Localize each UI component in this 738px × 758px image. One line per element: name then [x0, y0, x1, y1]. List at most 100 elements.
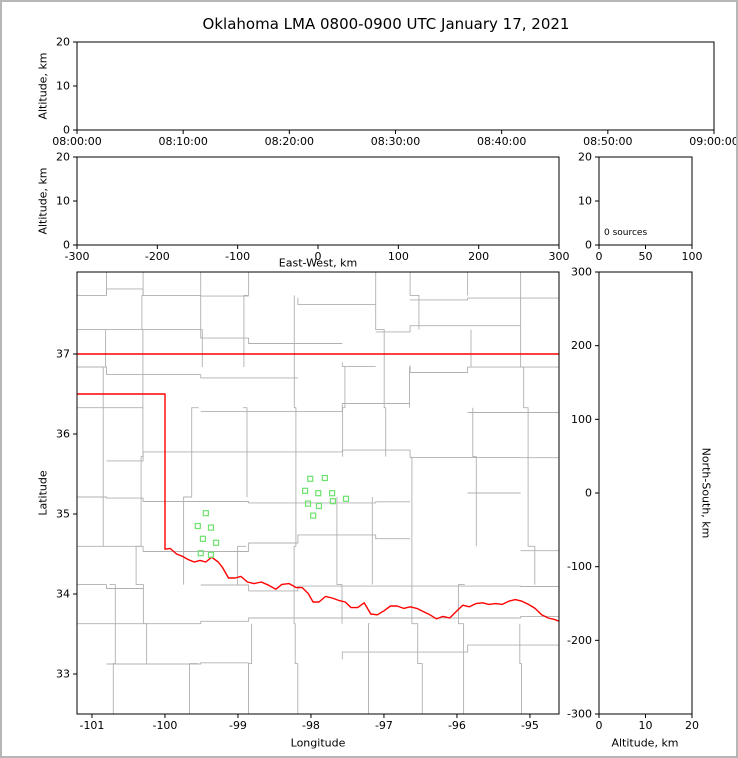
county-line	[183, 407, 199, 585]
y-tick-label: 20	[578, 151, 592, 164]
lma-station-marker	[329, 498, 336, 505]
y-tick-label: -100	[567, 560, 592, 573]
lma-station-marker	[207, 551, 215, 558]
county-line	[243, 407, 248, 497]
y-tick-label: 20	[56, 36, 70, 49]
y-tick-label: 200	[571, 339, 592, 352]
county-line	[368, 623, 370, 714]
chart-title: Oklahoma LMA 0800-0900 UTC January 17, 2…	[202, 15, 570, 33]
county-line	[520, 272, 536, 585]
y-tick-label: 34	[56, 588, 70, 601]
county-line	[77, 288, 249, 297]
lma-station-marker	[194, 522, 201, 530]
county-line	[189, 663, 198, 714]
county-line	[375, 325, 521, 333]
x-tick-label: 50	[639, 250, 653, 263]
x-axis-label-east-west: East-West, km	[278, 256, 358, 270]
y-tick-label: 35	[56, 508, 70, 521]
lma-station-marker	[304, 500, 312, 507]
county-line	[106, 662, 249, 665]
county-line	[519, 623, 522, 714]
y-tick-label: 20	[56, 151, 70, 164]
county-line	[409, 365, 559, 373]
county-line	[77, 584, 144, 589]
x-tick-label: 08:30:00	[371, 135, 420, 148]
x-tick-label: 08:10:00	[158, 135, 207, 148]
county-line	[200, 272, 203, 367]
county-line	[248, 623, 253, 714]
y-tick-label: 300	[571, 266, 592, 279]
y-tick-label: 0	[585, 487, 592, 500]
x-tick-label: -95	[521, 719, 539, 732]
county-line	[409, 297, 559, 301]
y-tick-label: 36	[56, 428, 70, 441]
x-tick-label: -97	[375, 719, 393, 732]
x-tick-label: -99	[229, 719, 247, 732]
y-tick-label: 100	[571, 413, 592, 426]
county-line	[411, 456, 423, 714]
time_height-frame	[76, 41, 715, 131]
county-line	[243, 272, 250, 367]
x-tick-label: 10	[639, 719, 653, 732]
lma-station-marker	[321, 474, 328, 482]
lma-station-marker	[212, 539, 220, 546]
lma-station-marker	[207, 524, 215, 531]
county-line	[237, 545, 247, 585]
lma-station-marker	[307, 475, 314, 482]
x-tick-label: 08:20:00	[265, 135, 314, 148]
county-line	[336, 497, 343, 624]
y-tick-label: -300	[567, 708, 592, 721]
x-axis-label-altitude-bottom: Altitude, km	[611, 736, 679, 750]
x-tick-label: -98	[302, 719, 320, 732]
x-tick-label: 09:00:00	[689, 135, 738, 148]
x-tick-label: 08:00:00	[52, 135, 101, 148]
x-tick-label: 0	[315, 250, 322, 263]
x-tick-label: 0	[596, 719, 603, 732]
y-tick-label: 10	[578, 195, 592, 208]
x-tick-label: 300	[549, 250, 570, 263]
county-line	[375, 272, 387, 457]
x-tick-label: -100	[152, 719, 177, 732]
county-line	[109, 584, 116, 714]
oklahoma-state-border	[77, 393, 559, 622]
county-line	[472, 407, 477, 547]
lma-station-marker	[199, 535, 207, 542]
y-axis-label-altitude-top: Altitude, km	[36, 52, 50, 120]
y-tick-label: 0	[63, 124, 70, 137]
lma-station-marker	[310, 512, 317, 519]
county-line	[409, 272, 420, 330]
lma-station-marker	[202, 510, 209, 517]
county-line	[457, 584, 465, 714]
county-line	[200, 584, 559, 592]
county-line	[341, 644, 559, 660]
lma-station-marker	[342, 495, 350, 502]
x-axis-label-longitude: Longitude	[290, 736, 346, 750]
y-tick-label: 10	[56, 195, 70, 208]
plan_view-frame	[76, 271, 560, 715]
y-tick-label: 0	[585, 239, 592, 252]
y-tick-label: -200	[567, 634, 592, 647]
y-tick-label: 10	[56, 80, 70, 93]
county-line	[77, 534, 411, 552]
x-tick-label: -300	[65, 250, 90, 263]
county-line	[135, 272, 148, 664]
county-line	[77, 615, 559, 625]
y-tick-label: 33	[56, 668, 70, 681]
y-axis-label-latitude: Latitude	[36, 470, 50, 516]
county-line	[77, 329, 343, 344]
county-line	[297, 297, 376, 306]
y-axis-label-north-south: North-South, km	[699, 447, 713, 539]
county-line	[341, 362, 376, 368]
lma-station-marker	[315, 490, 322, 497]
county-line	[293, 295, 299, 714]
county-line	[106, 449, 559, 462]
eastwest_height-frame	[76, 156, 560, 246]
x-tick-label: 100	[682, 250, 703, 263]
lma-station-marker	[329, 490, 336, 497]
x-tick-label: -101	[79, 719, 104, 732]
county-line	[200, 403, 411, 413]
lma-station-marker	[302, 487, 309, 494]
x-tick-label: 200	[468, 250, 489, 263]
